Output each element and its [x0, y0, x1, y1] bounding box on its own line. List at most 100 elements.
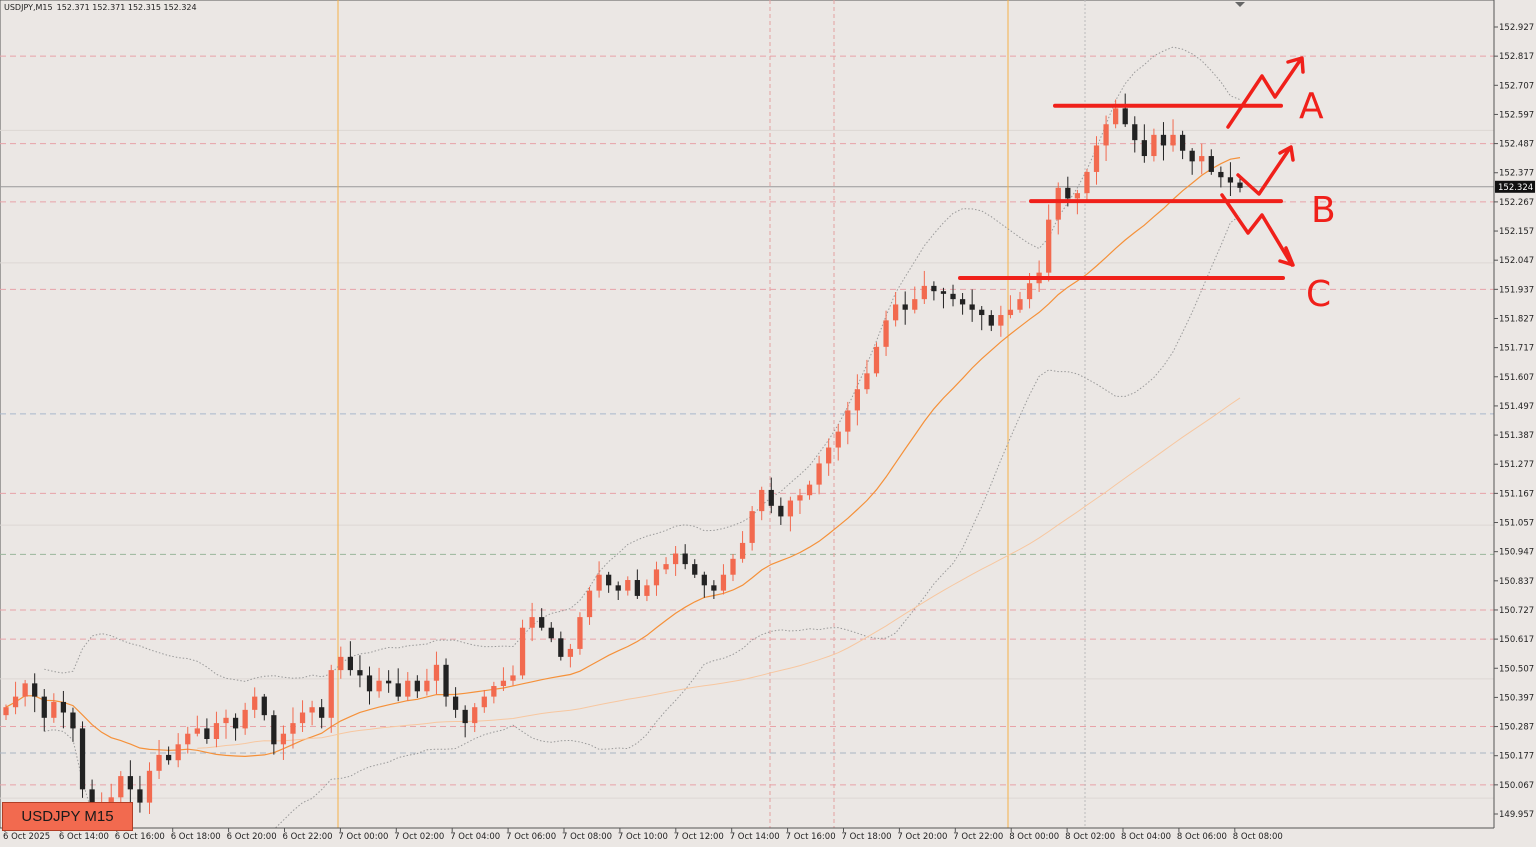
candlesticks [3, 93, 1243, 829]
bull-candle [1151, 134, 1157, 157]
bull-candle [338, 656, 344, 671]
bear-candle [1179, 134, 1186, 151]
price-tick-label: 151.497 [1499, 402, 1534, 412]
bull-candle [22, 683, 28, 697]
shift-marker-icon[interactable] [1235, 2, 1245, 7]
bear-candle [261, 696, 267, 716]
price-tick-label: 150.287 [1499, 723, 1534, 733]
bull-candle [1170, 134, 1176, 146]
bear-candle [204, 728, 210, 740]
price-tick-label: 150.837 [1499, 577, 1534, 587]
time-tick-label: 7 Oct 20:00 [897, 832, 947, 842]
time-tick-label: 8 Oct 06:00 [1177, 832, 1227, 842]
bear-candle [778, 505, 784, 517]
price-tick-label: 151.387 [1499, 431, 1534, 441]
bull-candle [472, 707, 478, 724]
bear-candle [137, 789, 143, 803]
bear-candle [615, 585, 621, 591]
bull-candle [826, 447, 832, 464]
bear-candle [1218, 171, 1224, 178]
bull-candle [845, 410, 851, 432]
bull-candle [1199, 156, 1205, 162]
time-tick-label: 8 Oct 00:00 [1009, 832, 1059, 842]
bear-candle [357, 670, 363, 676]
bear-candle [386, 680, 392, 684]
price-axis: 152.927 152.817 152.707 152.597 152.487 152.3… [1493, 0, 1536, 847]
time-tick-label: 8 Oct 02:00 [1065, 832, 1115, 842]
time-tick-label: 7 Oct 18:00 [842, 832, 892, 842]
price-tick-label: 152.487 [1499, 140, 1534, 150]
bull-candle [625, 580, 631, 591]
bull-candle [280, 733, 287, 745]
bull-candle [883, 320, 889, 347]
bear-candle [979, 309, 985, 316]
bear-candle [41, 696, 47, 718]
bear-candle [1227, 177, 1234, 183]
bear-candle [902, 304, 908, 310]
bull-candle [921, 285, 927, 300]
bull-candle [213, 723, 220, 740]
bear-candle [1132, 124, 1138, 141]
symbol-timeframe: USDJPY,M15 [4, 3, 53, 12]
price-tick-label: 150.397 [1499, 693, 1534, 703]
bull-candle [749, 511, 755, 543]
price-tick-label: 149.957 [1499, 810, 1534, 820]
bull-candle [51, 701, 57, 718]
time-tick-label: 6 Oct 22:00 [283, 832, 333, 842]
bull-candle [806, 484, 813, 496]
moving-averages [5, 157, 1241, 758]
bear-candle [452, 696, 459, 710]
drawn-annotations: A B C [958, 56, 1336, 315]
bear-candle [232, 717, 239, 729]
bull-candle [146, 770, 153, 803]
price-tick-label: 151.167 [1499, 489, 1534, 499]
bull-candle [577, 617, 583, 649]
bull-candle [1093, 145, 1100, 172]
bull-candle [787, 500, 794, 517]
bullish-arrow-icon [1236, 145, 1295, 196]
time-tick-label: 7 Oct 02:00 [394, 832, 444, 842]
bull-candle [510, 675, 516, 681]
bull-candle [194, 728, 200, 734]
time-tick-label: 6 Oct 2025 [3, 832, 50, 842]
bull-candle [797, 495, 803, 501]
price-tick-label: 150.067 [1499, 781, 1534, 791]
price-tick-label: 151.607 [1499, 373, 1534, 383]
time-tick-label: 7 Oct 04:00 [450, 832, 500, 842]
bull-candle [663, 564, 669, 570]
bull-candle [912, 299, 918, 310]
price-tick-label: 152.927 [1499, 23, 1534, 33]
bull-candle [481, 696, 487, 708]
price-tick-label: 152.047 [1499, 256, 1534, 266]
bear-candle [1160, 134, 1167, 146]
bear-candle [271, 715, 277, 745]
bear-candle [89, 789, 95, 814]
bear-candle [462, 709, 468, 724]
bear-candle [692, 564, 698, 575]
price-tick-label: 152.377 [1499, 169, 1534, 179]
bear-candle [539, 617, 545, 628]
bull-candle [1007, 309, 1014, 316]
bear-candle [414, 680, 420, 692]
time-tick-label: 7 Oct 16:00 [786, 832, 836, 842]
bear-candle [395, 683, 401, 697]
bull-candle [586, 590, 593, 618]
bull-candle [816, 463, 822, 485]
price-tick-label: 152.597 [1499, 110, 1534, 120]
bull-candle [1084, 171, 1090, 194]
bull-candle [309, 707, 315, 713]
price-tick-label: 150.507 [1499, 664, 1534, 674]
bull-candle [500, 680, 507, 687]
bear-candle [319, 707, 325, 718]
bull-candle [567, 648, 574, 657]
bull-candle [998, 315, 1004, 326]
moving-average-slow [197, 397, 1241, 749]
bull-candle [242, 709, 248, 729]
bear-candle [32, 683, 38, 697]
bull-candle [1055, 187, 1061, 220]
time-tick-label: 7 Oct 06:00 [506, 832, 556, 842]
bull-candle [185, 733, 191, 745]
bull-candle [720, 574, 727, 591]
